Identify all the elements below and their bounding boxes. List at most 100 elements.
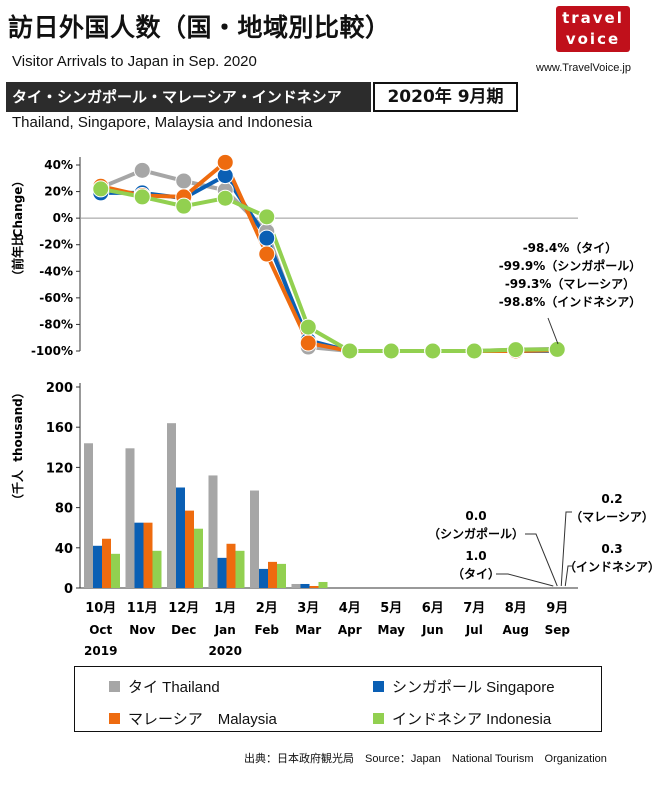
bar-malaysia (268, 561, 277, 588)
travelvoice-logo[interactable]: travel voice (556, 6, 630, 52)
bar-xtick-label-en: Jan (214, 623, 236, 637)
site-url[interactable]: www.TravelVoice.jp (536, 62, 631, 74)
bar-thailand (540, 586, 550, 588)
bar-thailand (84, 443, 93, 588)
callout-malaysia-label: （マレーシア） (570, 509, 654, 524)
callout-thailand-label: （タイ） (452, 566, 500, 581)
bar-singapore (259, 568, 268, 588)
bar-indonesia (152, 550, 162, 588)
line-point-indonesia (424, 342, 442, 360)
bar-singapore (93, 545, 102, 588)
bar-xtick-label: 6月 (422, 601, 444, 616)
line-ytick-label: 20% (44, 185, 73, 199)
line-annotation-0: -98.4%（タイ） (523, 240, 618, 255)
callout-indonesia-label: （インドネシア） (564, 559, 658, 574)
bar-indonesia (277, 563, 286, 588)
bar-singapore (176, 487, 185, 588)
callout-thailand-value: 1.0 (465, 549, 486, 563)
bar-thailand (291, 583, 301, 588)
source-note: 出典：日本政府観光局 Source：Japan National Tourism… (244, 753, 607, 765)
bar-xtick-label-en: Dec (171, 623, 196, 637)
bar-indonesia (235, 550, 245, 588)
bar-xtick-label: 2月 (256, 601, 278, 616)
line-point-indonesia (133, 188, 151, 206)
bar-ytick-label: 40 (55, 542, 73, 557)
bar-ytick-label: 80 (55, 502, 73, 517)
callout-singapore-value: 0.0 (465, 509, 486, 523)
legend-label-singapore: シンガポール Singapore (392, 679, 555, 696)
line-point-indonesia (258, 208, 276, 226)
line-point-malaysia (258, 245, 276, 263)
line-point-indonesia (507, 341, 525, 359)
bar-xtick-label: 10月 (85, 601, 116, 616)
line-point-singapore (258, 229, 276, 247)
legend-item-thailand: タイ Thailand (109, 676, 220, 697)
callout-singapore-leader (525, 533, 558, 587)
line-point-malaysia (216, 153, 234, 171)
countries-band: タイ・シンガポール・マレーシア・インドネシア (6, 82, 371, 112)
legend-label-malaysia: マレーシア Malaysia (128, 711, 277, 728)
callout-singapore-label: （シンガポール） (428, 526, 524, 541)
bar-xtick-label-en: Apr (338, 623, 362, 637)
bar-malaysia (102, 538, 111, 588)
period-box: 2020年 9月期 (373, 82, 518, 112)
bar-xtick-label: 3月 (297, 601, 319, 616)
bar-xtick-label: 1月 (214, 601, 236, 616)
legend: タイ Thailand シンガポール Singapore マレーシア Malay… (74, 666, 602, 732)
bar-indonesia (318, 581, 328, 588)
legend-item-malaysia: マレーシア Malaysia (109, 708, 277, 729)
bar-thailand (208, 475, 218, 588)
bar-malaysia (226, 543, 236, 588)
page-title: 訪日外国人数（国・地域別比較） (8, 13, 391, 42)
bar-xtick-label: 12月 (168, 601, 199, 616)
bar-thailand (167, 423, 176, 588)
bar-malaysia (309, 585, 319, 588)
line-ylabel-ja: （前年比 (10, 234, 25, 282)
legend-label-thailand: タイ Thailand (128, 679, 220, 696)
line-series-malaysia (100, 159, 558, 353)
bar-xtick-label-en: Nov (129, 623, 155, 637)
bar-xtick-label-en: Oct (89, 623, 112, 637)
callout-malaysia-leader (560, 511, 572, 587)
bar-thailand (125, 448, 135, 588)
line-point-indonesia (299, 318, 317, 336)
legend-item-indonesia: インドネシア Indonesia (373, 708, 551, 729)
bar-singapore (217, 557, 227, 588)
bar-indonesia (111, 553, 120, 588)
bar-xtick-label-en: Jun (421, 623, 444, 637)
bar-ytick-label: 160 (46, 421, 73, 436)
legend-swatch-indonesia (373, 713, 384, 724)
legend-swatch-thailand (109, 681, 120, 692)
bar-ytick-label: 0 (64, 582, 73, 597)
logo-line1: travel (562, 9, 624, 27)
countries-english: Thailand, Singapore, Malaysia and Indone… (12, 114, 313, 131)
line-point-indonesia (92, 180, 110, 198)
line-ytick-label: 0% (53, 211, 73, 225)
line-point-indonesia (216, 189, 234, 207)
callout-indonesia-leader (564, 565, 572, 587)
line-ytick-label: -60% (39, 291, 73, 305)
line-annotation-3: -98.8%（インドネシア） (499, 294, 642, 309)
bar-xtick-label-en: Mar (295, 623, 321, 637)
line-point-indonesia (175, 197, 193, 215)
legend-item-singapore: シンガポール Singapore (373, 676, 555, 697)
bar-indonesia (194, 528, 203, 588)
callout-indonesia-value: 0.3 (601, 542, 622, 556)
legend-label-indonesia: インドネシア Indonesia (392, 711, 552, 728)
bar-xtick-label: 7月 (463, 601, 485, 616)
line-annotation-2: -99.3%（マレーシア） (505, 276, 635, 291)
logo-line2: voice (565, 30, 621, 48)
bar-xtick-label: 8月 (505, 601, 527, 616)
bar-xtick-label-en: Feb (255, 623, 280, 637)
page-subtitle: Visitor Arrivals to Japan in Sep. 2020 (12, 53, 257, 70)
line-point-malaysia (299, 334, 317, 352)
line-point-thailand (175, 172, 193, 190)
line-point-indonesia (382, 342, 400, 360)
line-ylabel-en: Change） (10, 175, 25, 238)
line-annotation-1: -99.9%（シンガポール） (499, 258, 642, 273)
bar-xtick-label: 4月 (339, 601, 361, 616)
line-ytick-label: -20% (39, 238, 73, 252)
callout-malaysia-value: 0.2 (601, 492, 622, 506)
line-point-indonesia (465, 342, 483, 360)
